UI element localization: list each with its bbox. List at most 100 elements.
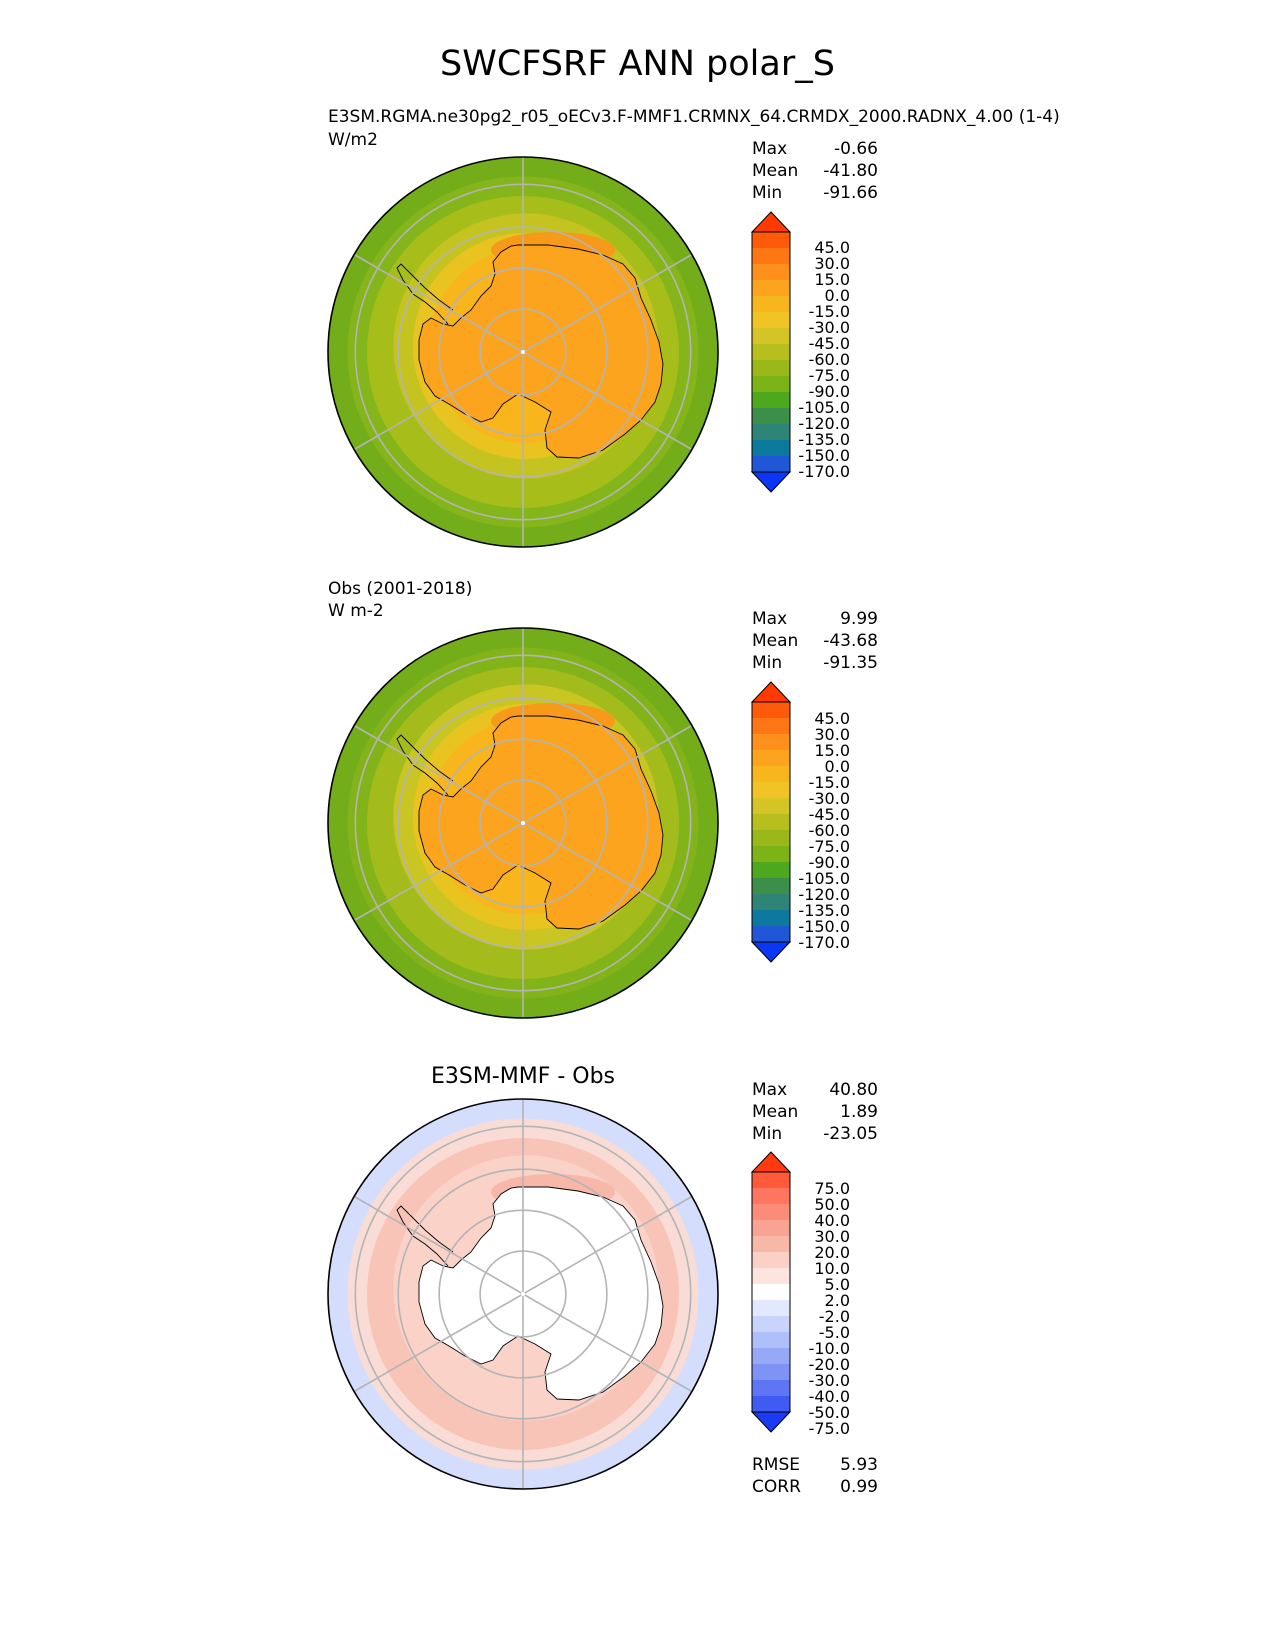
stat-label: Max	[752, 1080, 788, 1100]
colorbar-segment	[752, 1284, 790, 1301]
stat-label: Mean	[752, 1102, 799, 1122]
colorbar-segment	[752, 376, 790, 393]
panel-test-colorbar	[750, 211, 792, 493]
panel-diff-colorbar-labels: 75.0 50.0 40.0 30.0 20.0 10.0 5.0 2.0 -2.0 -5.0 -1…	[792, 1173, 850, 1437]
colorbar-tick-label: 2.0	[824, 1291, 850, 1310]
panel-ref-title: Obs (2001-2018)	[328, 579, 473, 599]
colorbar-tick-label: -105.0	[798, 398, 850, 417]
colorbar-segment	[752, 1316, 790, 1333]
colorbar-segment	[752, 344, 790, 361]
colorbar-segment	[752, 862, 790, 879]
meridian-line	[353, 351, 524, 451]
panel-diff-stats: Max 40.80 Mean 1.89 Min -23.05	[752, 1079, 878, 1145]
colorbar-extend-max	[750, 1151, 792, 1173]
colorbar-tick-label: -40.0	[808, 1387, 850, 1406]
colorbar-segment	[752, 782, 790, 799]
meridian-line	[522, 1293, 693, 1393]
colorbar-tick-label: 0.0	[824, 286, 850, 305]
colorbar-segment	[752, 1380, 790, 1397]
meridian-line	[522, 351, 693, 451]
colorbar-segment	[752, 702, 790, 719]
colorbar-extend-max	[750, 211, 792, 233]
colorbar-tick-label: -120.0	[798, 414, 850, 433]
colorbar-segment	[752, 1204, 790, 1221]
map-field	[328, 1099, 718, 1489]
colorbar-tick-label: 10.0	[814, 1259, 850, 1278]
map-boundary	[327, 156, 719, 548]
colorbar-segment	[752, 1364, 790, 1381]
antarctic-peninsula-coastline	[396, 1205, 454, 1267]
colorbar-tick-label: -150.0	[798, 446, 850, 465]
colorbar-tick-label: 30.0	[814, 1227, 850, 1246]
colorbar-segment	[752, 878, 790, 895]
stat-label: CORR	[752, 1477, 801, 1497]
colorbar-segment	[752, 766, 790, 783]
stat-value: -41.80	[823, 161, 878, 181]
colorbar-segment	[752, 1252, 790, 1269]
panel-test-colorbar-labels: 45.0 30.0 15.0 0.0 -15.0 -30.0 -45.0 -60.0 -75.0…	[792, 232, 850, 480]
colorbar-segment	[752, 248, 790, 265]
panel-test-stats: Max -0.66 Mean -41.80 Min -91.66	[752, 138, 878, 204]
panel-ref-stats: Max 9.99 Mean -43.68 Min -91.35	[752, 608, 878, 674]
meridian-line	[522, 822, 693, 922]
map-field	[328, 157, 718, 547]
stat-value: 0.99	[840, 1477, 878, 1497]
colorbar-segment	[752, 296, 790, 313]
stat-value: -0.66	[834, 139, 878, 159]
colorbar-tick-label: 0.0	[824, 757, 850, 776]
stat-label: Min	[752, 183, 783, 203]
colorbar-tick-label: 40.0	[814, 1211, 850, 1230]
colorbar-segment	[752, 846, 790, 863]
colorbar-segment	[752, 392, 790, 409]
colorbar-tick-label: -105.0	[798, 869, 850, 888]
colorbar-tick-label: -30.0	[808, 1371, 850, 1390]
colorbar-segment	[752, 718, 790, 735]
colorbar-tick-label: -60.0	[808, 350, 850, 369]
panel-diff-polar-map	[327, 1098, 719, 1490]
colorbar-extend-max	[750, 681, 792, 703]
colorbar-tick-label: -170.0	[798, 462, 850, 481]
meridian-line	[353, 253, 524, 353]
map-field	[328, 628, 718, 1018]
colorbar-tick-label: -15.0	[808, 773, 850, 792]
stat-label: Mean	[752, 631, 799, 651]
colorbar-tick-label: -30.0	[808, 318, 850, 337]
meridian-line	[522, 724, 693, 824]
antarctica-coastline	[418, 1186, 664, 1401]
panel-ref-colorbar-labels: 45.0 30.0 15.0 0.0 -15.0 -30.0 -45.0 -60.0 -75.0…	[792, 703, 850, 951]
colorbar-tick-label: -90.0	[808, 853, 850, 872]
colorbar-segment	[752, 312, 790, 329]
colorbar-segment	[752, 926, 790, 943]
colorbar-segment	[752, 1268, 790, 1285]
meridian-line	[522, 1195, 693, 1295]
colorbar-segment	[752, 1220, 790, 1237]
stat-label: Min	[752, 653, 783, 673]
colorbar-extend-min	[750, 941, 792, 963]
colorbar-tick-label: -75.0	[808, 1419, 850, 1438]
meridian-line	[353, 1195, 524, 1295]
colorbar-segment	[752, 750, 790, 767]
colorbar-frame	[751, 1171, 791, 1413]
colorbar-segment	[752, 814, 790, 831]
panel-test-polar-map	[327, 156, 719, 548]
colorbar-tick-label: -30.0	[808, 789, 850, 808]
colorbar-segment	[752, 440, 790, 457]
colorbar-tick-label: 45.0	[814, 238, 850, 257]
pole-marker	[521, 350, 525, 354]
colorbar-tick-label: -2.0	[818, 1307, 850, 1326]
colorbar-segment	[752, 1332, 790, 1349]
stat-label: Min	[752, 1124, 783, 1144]
panel-test-units: W/m2	[328, 130, 378, 150]
colorbar-extend-min	[750, 1411, 792, 1433]
colorbar-frame	[751, 701, 791, 943]
colorbar-tick-label: -135.0	[798, 430, 850, 449]
colorbar-tick-label: -60.0	[808, 821, 850, 840]
colorbar-segment	[752, 734, 790, 751]
colorbar-tick-label: -45.0	[808, 805, 850, 824]
colorbar-extend-min	[750, 471, 792, 493]
stat-label: Mean	[752, 161, 799, 181]
stat-value: -43.68	[823, 631, 878, 651]
stat-label: Max	[752, 139, 788, 159]
stat-value: 1.89	[840, 1102, 878, 1122]
meridian-line	[353, 724, 524, 824]
